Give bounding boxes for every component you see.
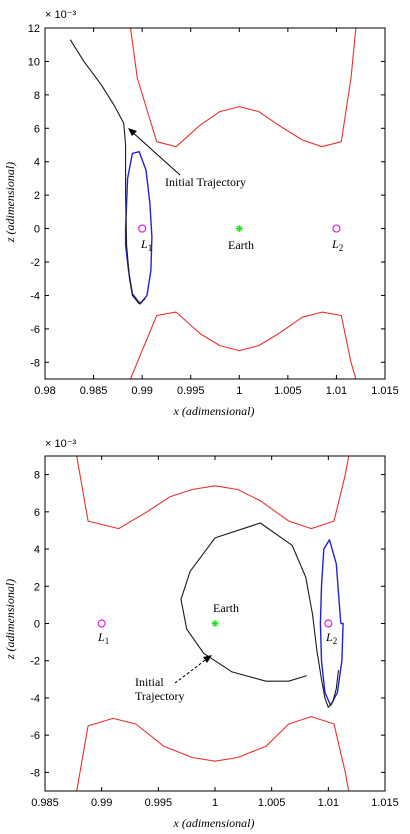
bottom-x-tick-label: 0.995 <box>145 797 173 809</box>
bottom-trajectory-arrow <box>174 656 210 684</box>
bottom-x-tick-label: 1 <box>212 797 218 809</box>
top-y-tick-label: -8 <box>30 357 40 369</box>
bottom-orbit-line-2 <box>319 539 344 707</box>
top-axes-box <box>44 27 386 380</box>
bottom-l2-label: L2 <box>325 630 337 646</box>
bottom-trajectory-line-3 <box>180 522 340 708</box>
top-x-tick-label: 0.98 <box>34 385 55 397</box>
bottom-boundary-line-1 <box>76 716 350 791</box>
bottom-earth-label: Earth <box>213 601 239 615</box>
top-y-tick-label: -6 <box>30 324 40 336</box>
top-x-axis-label: x (adimensional) <box>173 404 255 418</box>
bottom-points <box>97 619 333 628</box>
top-y-tick-label: 0 <box>34 224 40 236</box>
bottom-annotations: Initial Trajectory Earth L1 L2 <box>97 601 337 703</box>
top-l1-marker <box>138 224 147 233</box>
bottom-y-axis-label: z (adimensional) <box>3 579 17 660</box>
top-x-tick-label: 0.995 <box>177 385 205 397</box>
bottom-y-tick-label: 0 <box>34 619 40 631</box>
bottom-x-tick-label: 1.005 <box>258 797 286 809</box>
bottom-trajectory-arrowhead <box>203 655 212 663</box>
bottom-plot-lines <box>76 456 350 791</box>
top-trajectory-label: Initial Trajectory <box>165 175 246 189</box>
bottom-y-tick-label: 8 <box>34 470 40 482</box>
bottom-y-tick-label: 4 <box>34 544 40 556</box>
bottom-panel: × 10⁻³ z (adimensional) x (adimensional)… <box>3 438 399 830</box>
top-x-tick-label: 1.005 <box>274 385 302 397</box>
top-y-tick-label: -2 <box>30 257 40 269</box>
top-trajectory-arrow <box>129 129 181 176</box>
bottom-y-tick-label: -4 <box>30 693 40 705</box>
bottom-x-tick-label: 1.015 <box>371 797 399 809</box>
bottom-l2-marker <box>324 619 333 628</box>
bottom-x-tick-label: 0.99 <box>91 797 112 809</box>
top-trajectory-line-3 <box>69 39 146 305</box>
top-y-tick-label: 12 <box>28 23 40 35</box>
top-earth-marker <box>235 225 243 233</box>
top-boundary-line-0 <box>129 28 357 148</box>
top-y-tick-label: 8 <box>34 90 40 102</box>
bottom-boundary-line-0 <box>76 456 350 530</box>
top-exponent-label: × 10⁻³ <box>45 9 77 21</box>
bottom-axes: 0.985 0.99 0.995 1 1.005 1.01 1.015 -8 -6 -4 -2 0 2 4… <box>30 455 399 809</box>
top-panel: × 10⁻³ z (adimensional) x (adimensional)… <box>3 9 399 418</box>
bottom-l1-marker <box>97 619 106 628</box>
top-y-tick-label: 2 <box>34 190 40 202</box>
top-l1-label: L1 <box>140 237 152 253</box>
top-y-tick-label: 10 <box>28 56 40 68</box>
top-x-tick-label: 1 <box>236 385 242 397</box>
bottom-exponent-label: × 10⁻³ <box>45 438 77 450</box>
bottom-y-tick-label: 2 <box>34 581 40 593</box>
bottom-y-tick-label: -2 <box>30 656 40 668</box>
top-x-tick-label: 0.985 <box>80 385 108 397</box>
top-plot-lines <box>69 28 357 379</box>
bottom-x-tick-label: 0.985 <box>31 797 59 809</box>
bottom-x-tick-label: 1.01 <box>318 797 339 809</box>
top-y-tick-label: 4 <box>34 157 40 169</box>
top-y-tick-label: 6 <box>34 123 40 135</box>
bottom-y-tick-label: -6 <box>30 730 40 742</box>
bottom-trajectory-label-line1: Initial <box>135 675 164 689</box>
top-earth-label: Earth <box>228 238 254 252</box>
top-axes: 0.98 0.985 0.99 0.995 1 1.005 1.01 1.015 -8 -6 -4 -… <box>28 23 399 397</box>
bottom-l1-label: L1 <box>97 630 109 646</box>
top-y-tick-label: -4 <box>30 290 40 302</box>
bottom-y-tick-label: 6 <box>34 507 40 519</box>
top-points <box>138 224 341 233</box>
top-l2-label: L2 <box>331 237 343 253</box>
top-annotations: Initial Trajectory Earth L1 L2 <box>128 128 343 253</box>
top-x-tick-label: 0.99 <box>131 385 152 397</box>
bottom-x-axis-label: x (adimensional) <box>173 816 255 830</box>
bottom-earth-marker <box>211 620 219 627</box>
bottom-trajectory-label-line2: Trajectory <box>135 689 185 703</box>
top-x-tick-label: 1.01 <box>326 385 347 397</box>
top-y-axis-label: z (adimensional) <box>3 162 17 243</box>
top-l2-marker <box>332 224 341 233</box>
top-trajectory-arrowhead <box>128 128 137 136</box>
top-boundary-line-1 <box>129 311 357 379</box>
top-x-tick-label: 1.015 <box>371 385 399 397</box>
bottom-y-tick-label: -8 <box>30 767 40 779</box>
